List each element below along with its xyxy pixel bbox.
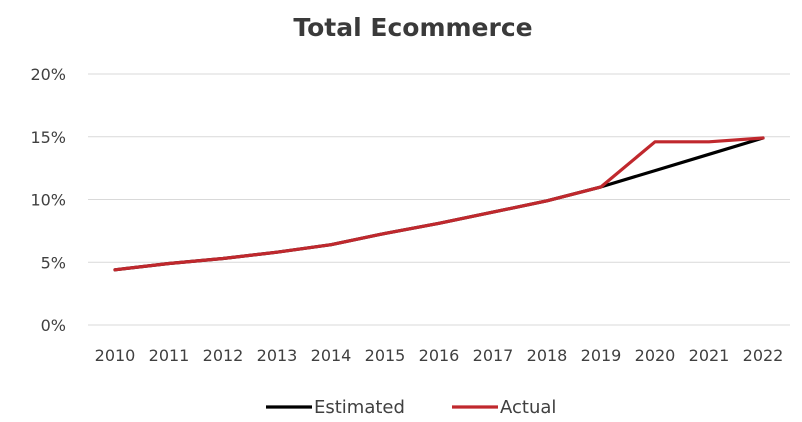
x-tick-label: 2016: [419, 346, 460, 365]
y-tick-label: 10%: [30, 191, 66, 210]
series-line-estimated: [113, 136, 765, 272]
x-tick-label: 2017: [473, 346, 514, 365]
x-tick-label: 2020: [635, 346, 676, 365]
legend-label-estimated: Estimated: [314, 397, 405, 418]
x-axis-ticks: 2010 2011 2012 2013 2014 2015 2016 2017 2018 2019…: [95, 346, 784, 365]
y-tick-label: 5%: [41, 253, 66, 272]
series-lines: [113, 136, 765, 272]
x-tick-label: 2010: [95, 346, 136, 365]
x-tick-label: 2022: [743, 346, 784, 365]
legend-label-actual: Actual: [500, 397, 556, 418]
x-tick-label: 2013: [257, 346, 298, 365]
y-axis-ticks: 0% 5% 10% 15% 20%: [30, 65, 66, 335]
gridlines: [88, 73, 790, 326]
series-line-actual: [113, 136, 765, 272]
x-tick-label: 2015: [365, 346, 406, 365]
x-tick-label: 2019: [581, 346, 622, 365]
y-tick-label: 20%: [30, 65, 66, 84]
x-tick-label: 2011: [149, 346, 190, 365]
y-tick-label: 15%: [30, 128, 66, 147]
legend: Estimated Actual: [266, 397, 556, 418]
x-tick-label: 2014: [311, 346, 352, 365]
x-tick-label: 2012: [203, 346, 244, 365]
chart-title: Total Ecommerce: [293, 13, 532, 42]
x-tick-label: 2021: [689, 346, 730, 365]
x-tick-label: 2018: [527, 346, 568, 365]
y-tick-label: 0%: [41, 316, 66, 335]
